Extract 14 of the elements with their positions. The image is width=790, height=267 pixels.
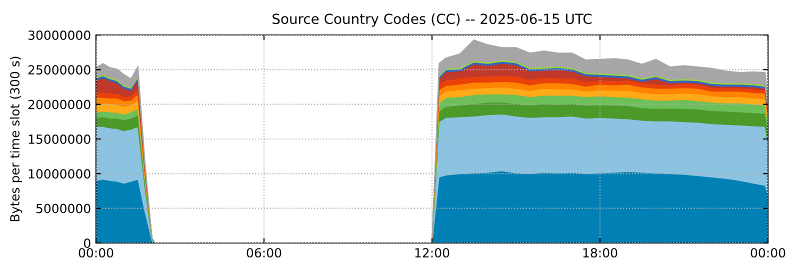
x-tick-label: 00:00 xyxy=(78,248,114,258)
x-tick-label: 18:00 xyxy=(583,248,618,258)
x-tick-label: 06:00 xyxy=(246,248,282,258)
y-axis-title: Bytes per time slot (300 s) xyxy=(10,56,22,222)
y-tick-label: 5000000 xyxy=(36,204,90,214)
y-tick-label: 20000000 xyxy=(28,100,90,110)
y-tick-label: 10000000 xyxy=(28,169,90,179)
y-tick-label: 25000000 xyxy=(28,65,90,75)
y-tick-label: 30000000 xyxy=(28,30,90,40)
chart-title: Source Country Codes (CC) -- 2025-06-15 UTC xyxy=(272,13,592,27)
y-tick-label: 15000000 xyxy=(28,134,90,144)
y-tick-label: 0 xyxy=(84,238,90,248)
x-tick-label: 12:00 xyxy=(415,248,450,258)
x-tick-label: 00:00 xyxy=(750,248,786,258)
